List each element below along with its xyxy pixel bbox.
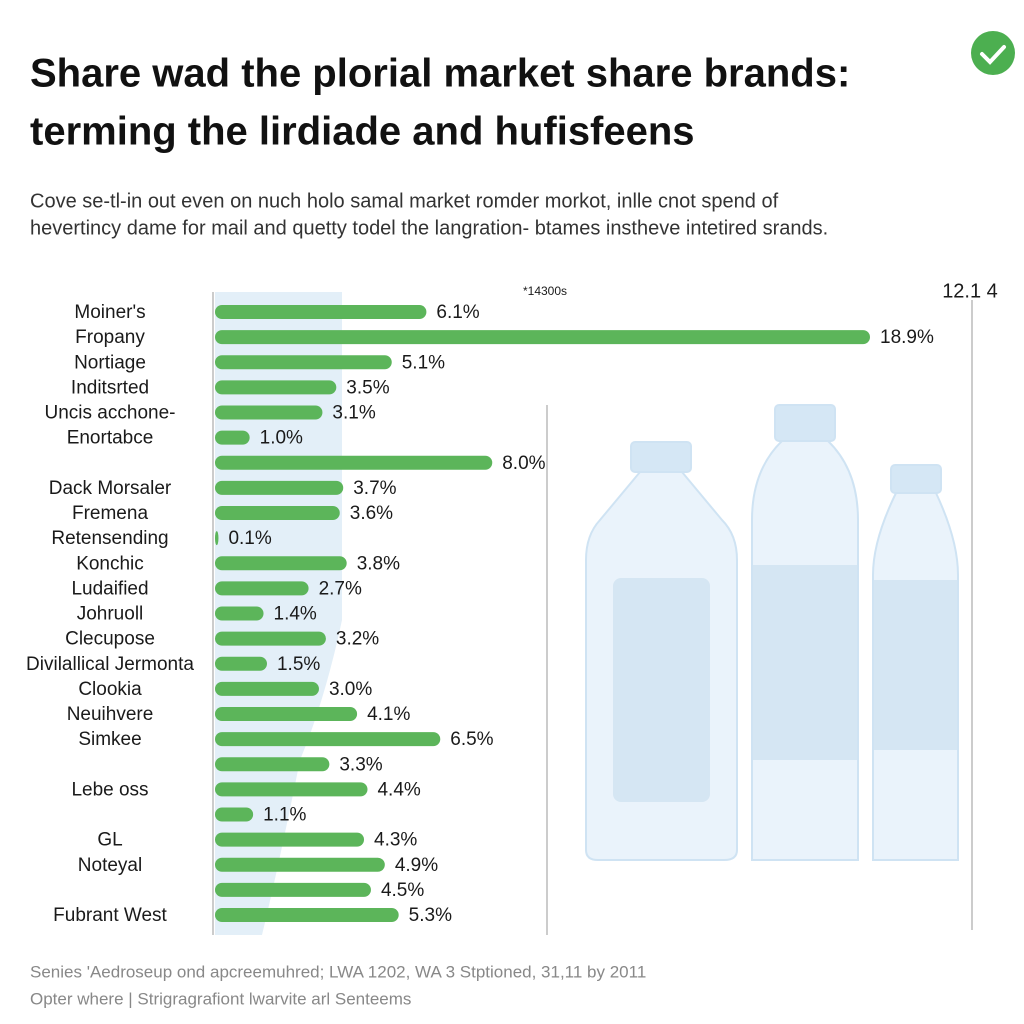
bar [215,380,337,395]
bar [215,606,264,621]
bar [215,681,319,696]
value-label: 1.1% [263,805,306,826]
category-label: Inditsrted [71,377,149,398]
chart-title: terming the lirdiade and hufisfeens [30,110,695,154]
category-label: Clecupose [65,629,155,650]
value-label: 3.1% [332,403,375,424]
subtitle: Cove se-tl-in out even on nuch holo sama… [30,190,779,212]
value-label: 4.4% [377,779,420,800]
category-label: Ludaified [71,578,148,599]
value-label: 5.3% [409,905,452,926]
category-label: GL [97,830,122,851]
category-label: Fropany [75,327,145,348]
bar [215,908,399,922]
source-note: Opter where | Strigragrafiont lwarvite a… [30,989,411,1008]
subtitle: hevertincy dame for mail and quetty tode… [30,217,828,239]
category-label: Retensending [51,528,168,549]
category-label: Nortiage [74,352,146,373]
bar [215,656,267,671]
category-label: Uncis acchone- [45,403,176,424]
bar [215,305,427,319]
bar [215,732,441,747]
bar [215,556,347,571]
bar [215,631,326,646]
value-label: 2.7% [319,578,362,599]
value-label: 3.5% [346,377,389,398]
bar [215,405,323,420]
value-label: 1.5% [277,654,320,675]
category-label: Johruoll [77,604,144,625]
value-label: 6.1% [436,302,479,323]
category-label: Divilallical Jermonta [26,654,194,675]
bar [215,832,365,847]
category-label: Moiner's [74,302,145,323]
bar [215,455,493,470]
annotation: *14300s [523,284,567,298]
value-label: 4.5% [381,880,424,901]
bar [215,506,340,520]
category-label: Lebe oss [71,779,148,800]
value-label: 3.3% [339,754,382,775]
bottles [585,404,959,861]
category-label: Noteyal [78,855,142,876]
chart-title: Share wad the plorial market share brand… [30,52,850,96]
bar [215,707,358,721]
annotation: 12.1 4 [942,280,998,302]
bar [215,581,309,596]
value-label: 5.1% [402,352,445,373]
value-label: 3.0% [329,679,372,700]
bar [215,807,254,822]
category-label: Simkee [78,729,141,750]
category-label: Fubrant West [53,905,167,926]
value-label: 3.8% [357,553,400,574]
value-label: 3.7% [353,478,396,499]
value-label: 3.2% [336,629,379,650]
backdrop-band [215,292,342,935]
value-label: 4.9% [395,855,438,876]
bar [215,355,392,370]
value-label: 18.9% [880,327,934,348]
value-label: 1.0% [260,428,303,449]
value-label: 4.3% [374,830,417,851]
category-label: Dack Morsaler [49,478,172,499]
category-label: Enortabce [67,428,154,449]
check-icon [971,31,1015,75]
source-note: Senies 'Aedroseup ond apcreemuhred; LWA … [30,962,646,981]
value-label: 3.6% [350,503,393,524]
value-label: 0.1% [228,528,271,549]
category-label: Konchic [76,553,144,574]
bar [215,857,385,872]
value-label: 8.0% [502,453,545,474]
bar [215,480,344,495]
category-label: Neuihvere [67,704,154,725]
bar [215,430,250,445]
value-label: 6.5% [450,729,493,750]
bar [215,330,870,345]
value-label: 4.1% [367,704,410,725]
bar [215,882,371,897]
value-label: 1.4% [274,604,317,625]
category-label: Clookia [78,679,142,700]
bar [215,782,368,797]
bar [215,757,330,772]
category-label: Fremena [72,503,148,524]
bar [215,531,219,546]
